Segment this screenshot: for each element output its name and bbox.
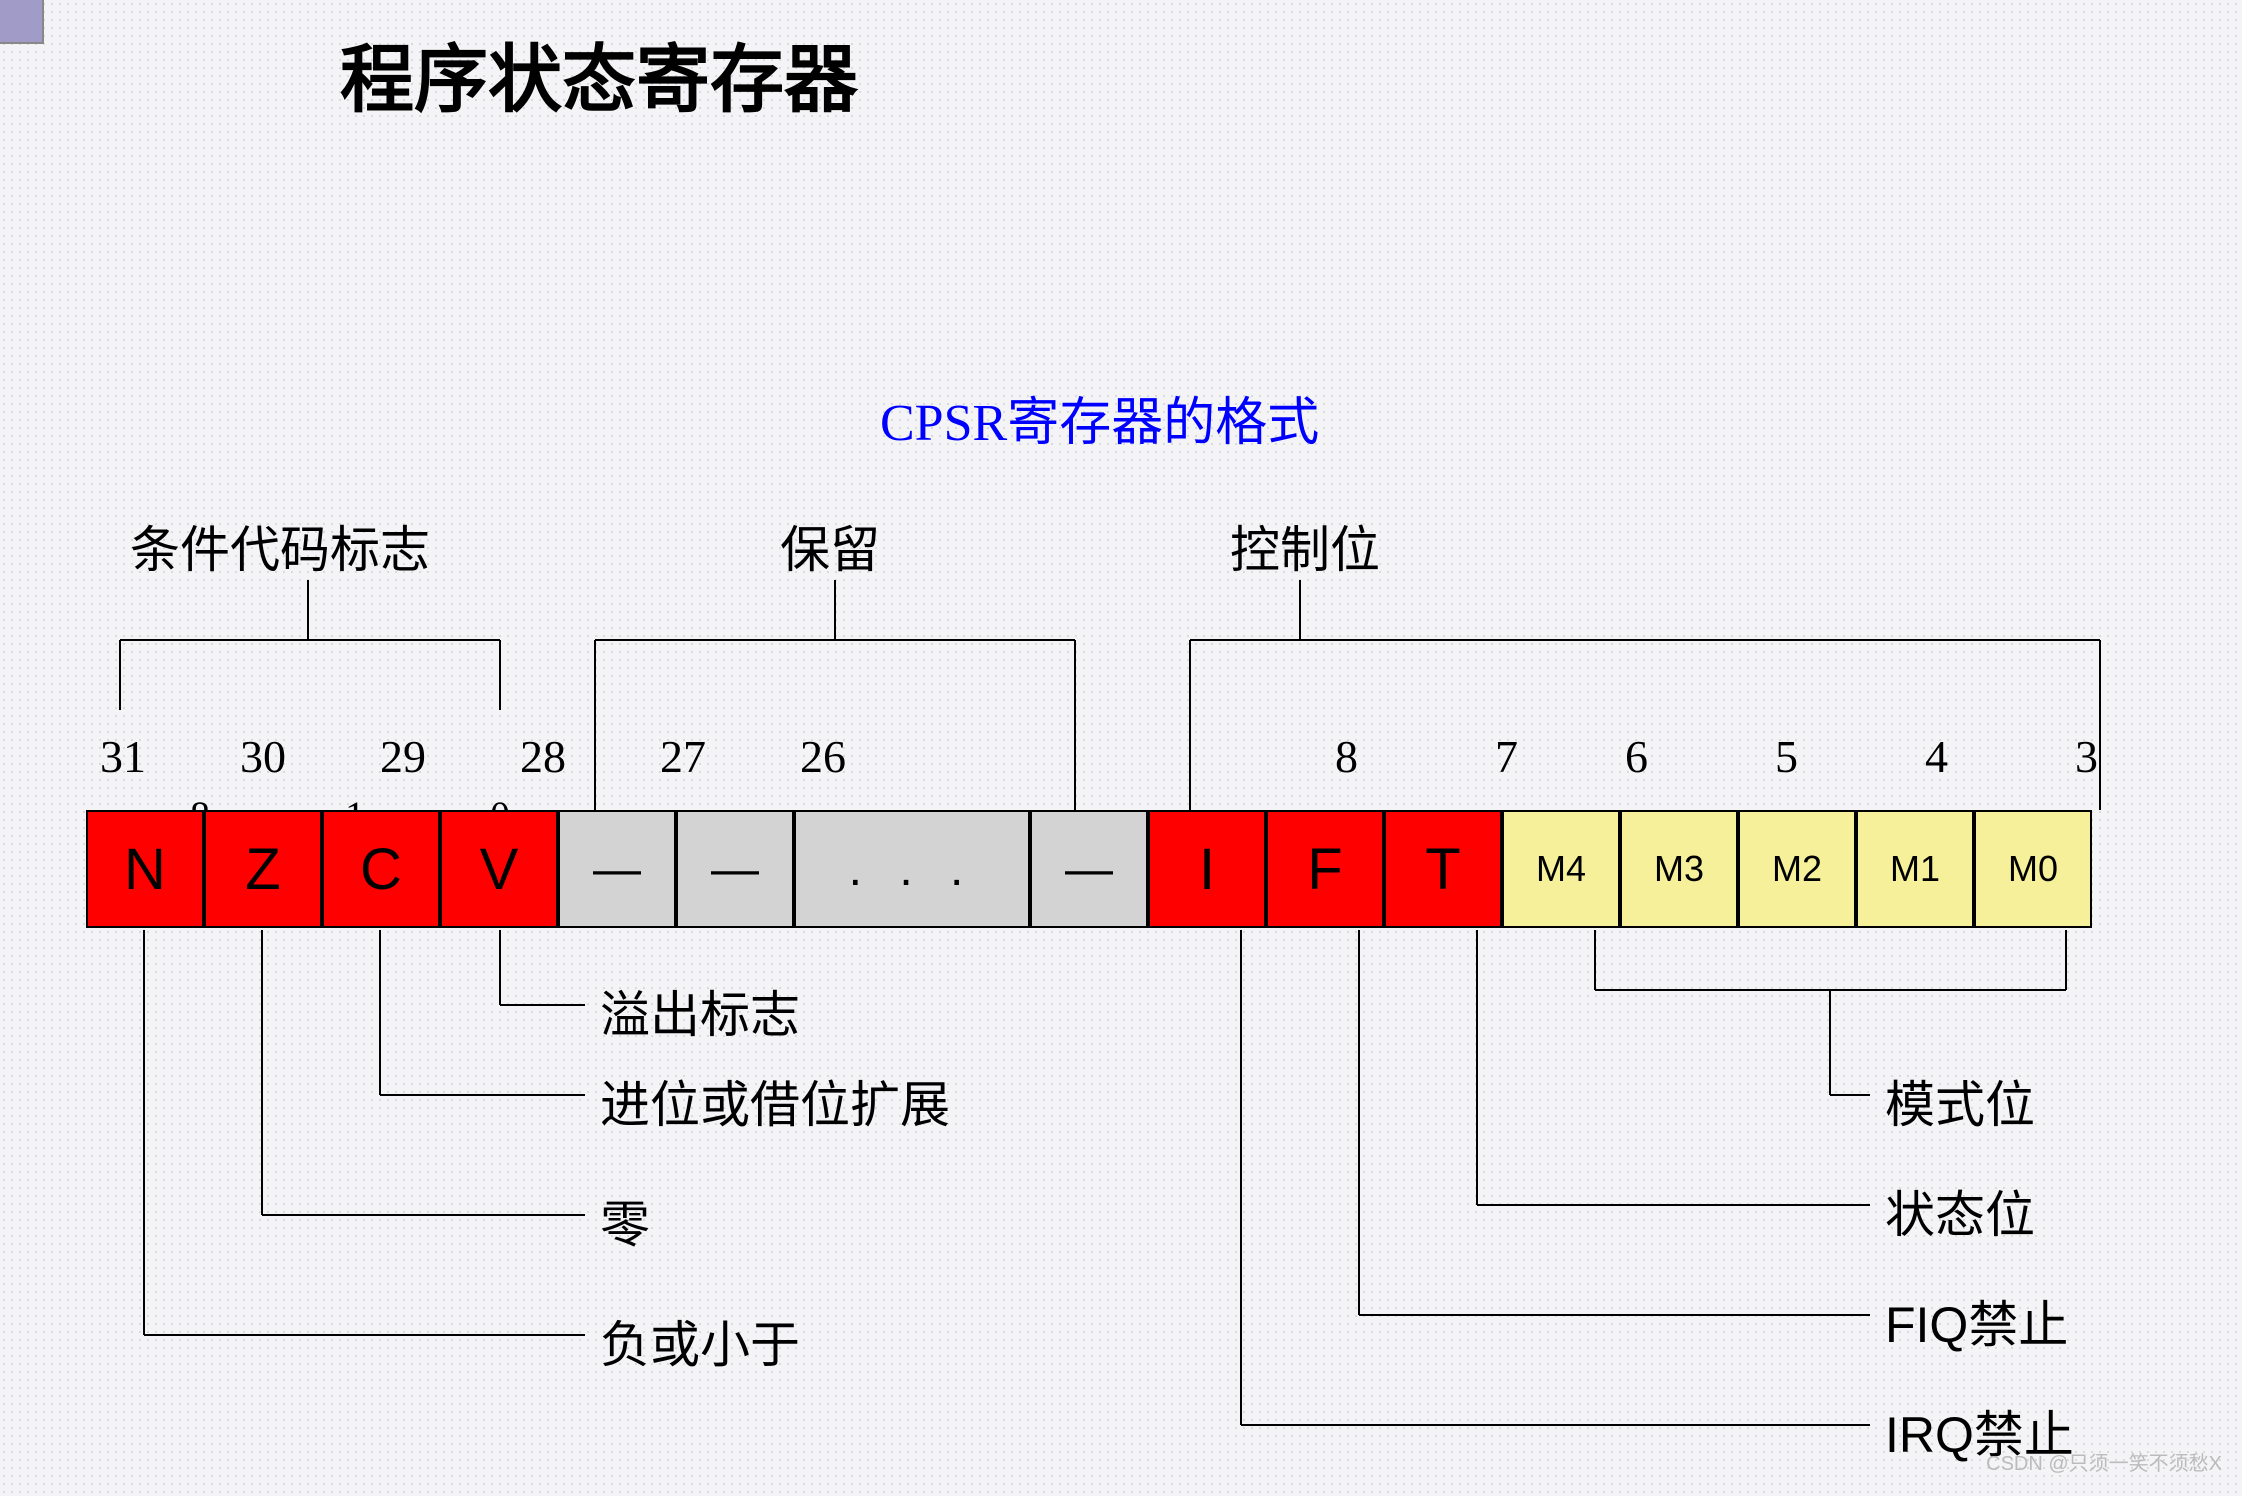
- cell-res-0: —: [558, 810, 676, 928]
- cell-z: Z: [204, 810, 322, 928]
- bitnum-26: 26: [800, 730, 846, 783]
- desc-zero: 零: [600, 1185, 650, 1257]
- bitnum-31: 31: [100, 730, 146, 783]
- bitnum-4: 4: [1925, 730, 1948, 783]
- desc-overflow: 溢出标志: [600, 975, 800, 1047]
- cell-m1: M1: [1856, 810, 1974, 928]
- bitnum-5: 5: [1775, 730, 1798, 783]
- cell-res-1: —: [676, 810, 794, 928]
- cell-i: I: [1148, 810, 1266, 928]
- cell-n: N: [86, 810, 204, 928]
- bracket-flags: [0, 0, 2242, 1496]
- cell-m2: M2: [1738, 810, 1856, 928]
- bitnum-7: 7: [1495, 730, 1518, 783]
- bitnum-29: 29: [380, 730, 426, 783]
- cell-f: F: [1266, 810, 1384, 928]
- register-row: N Z C V — — . . . — I F T M4 M3 M2 M1 M0: [86, 810, 2092, 930]
- cell-m0: M0: [1974, 810, 2092, 928]
- cell-t: T: [1384, 810, 1502, 928]
- cell-res-3: —: [1030, 810, 1148, 928]
- bitnum-6: 6: [1625, 730, 1648, 783]
- cell-m3: M3: [1620, 810, 1738, 928]
- cell-v: V: [440, 810, 558, 928]
- desc-state: 状态位: [1885, 1175, 2035, 1247]
- watermark: CSDN @只须一笑不须愁X: [1986, 1447, 2222, 1476]
- bitnum-30: 30: [240, 730, 286, 783]
- desc-negative: 负或小于: [600, 1305, 800, 1377]
- bitnum-3: 3: [2075, 730, 2098, 783]
- bitnum-28: 28: [520, 730, 566, 783]
- desc-fiq: FIQ禁止: [1885, 1285, 2068, 1357]
- cell-m4: M4: [1502, 810, 1620, 928]
- cell-c: C: [322, 810, 440, 928]
- desc-carry: 进位或借位扩展: [600, 1065, 950, 1137]
- bitnum-27: 27: [660, 730, 706, 783]
- bitnum-8: 8: [1335, 730, 1358, 783]
- cell-res-dots: . . .: [794, 810, 1030, 928]
- desc-mode: 模式位: [1885, 1065, 2035, 1137]
